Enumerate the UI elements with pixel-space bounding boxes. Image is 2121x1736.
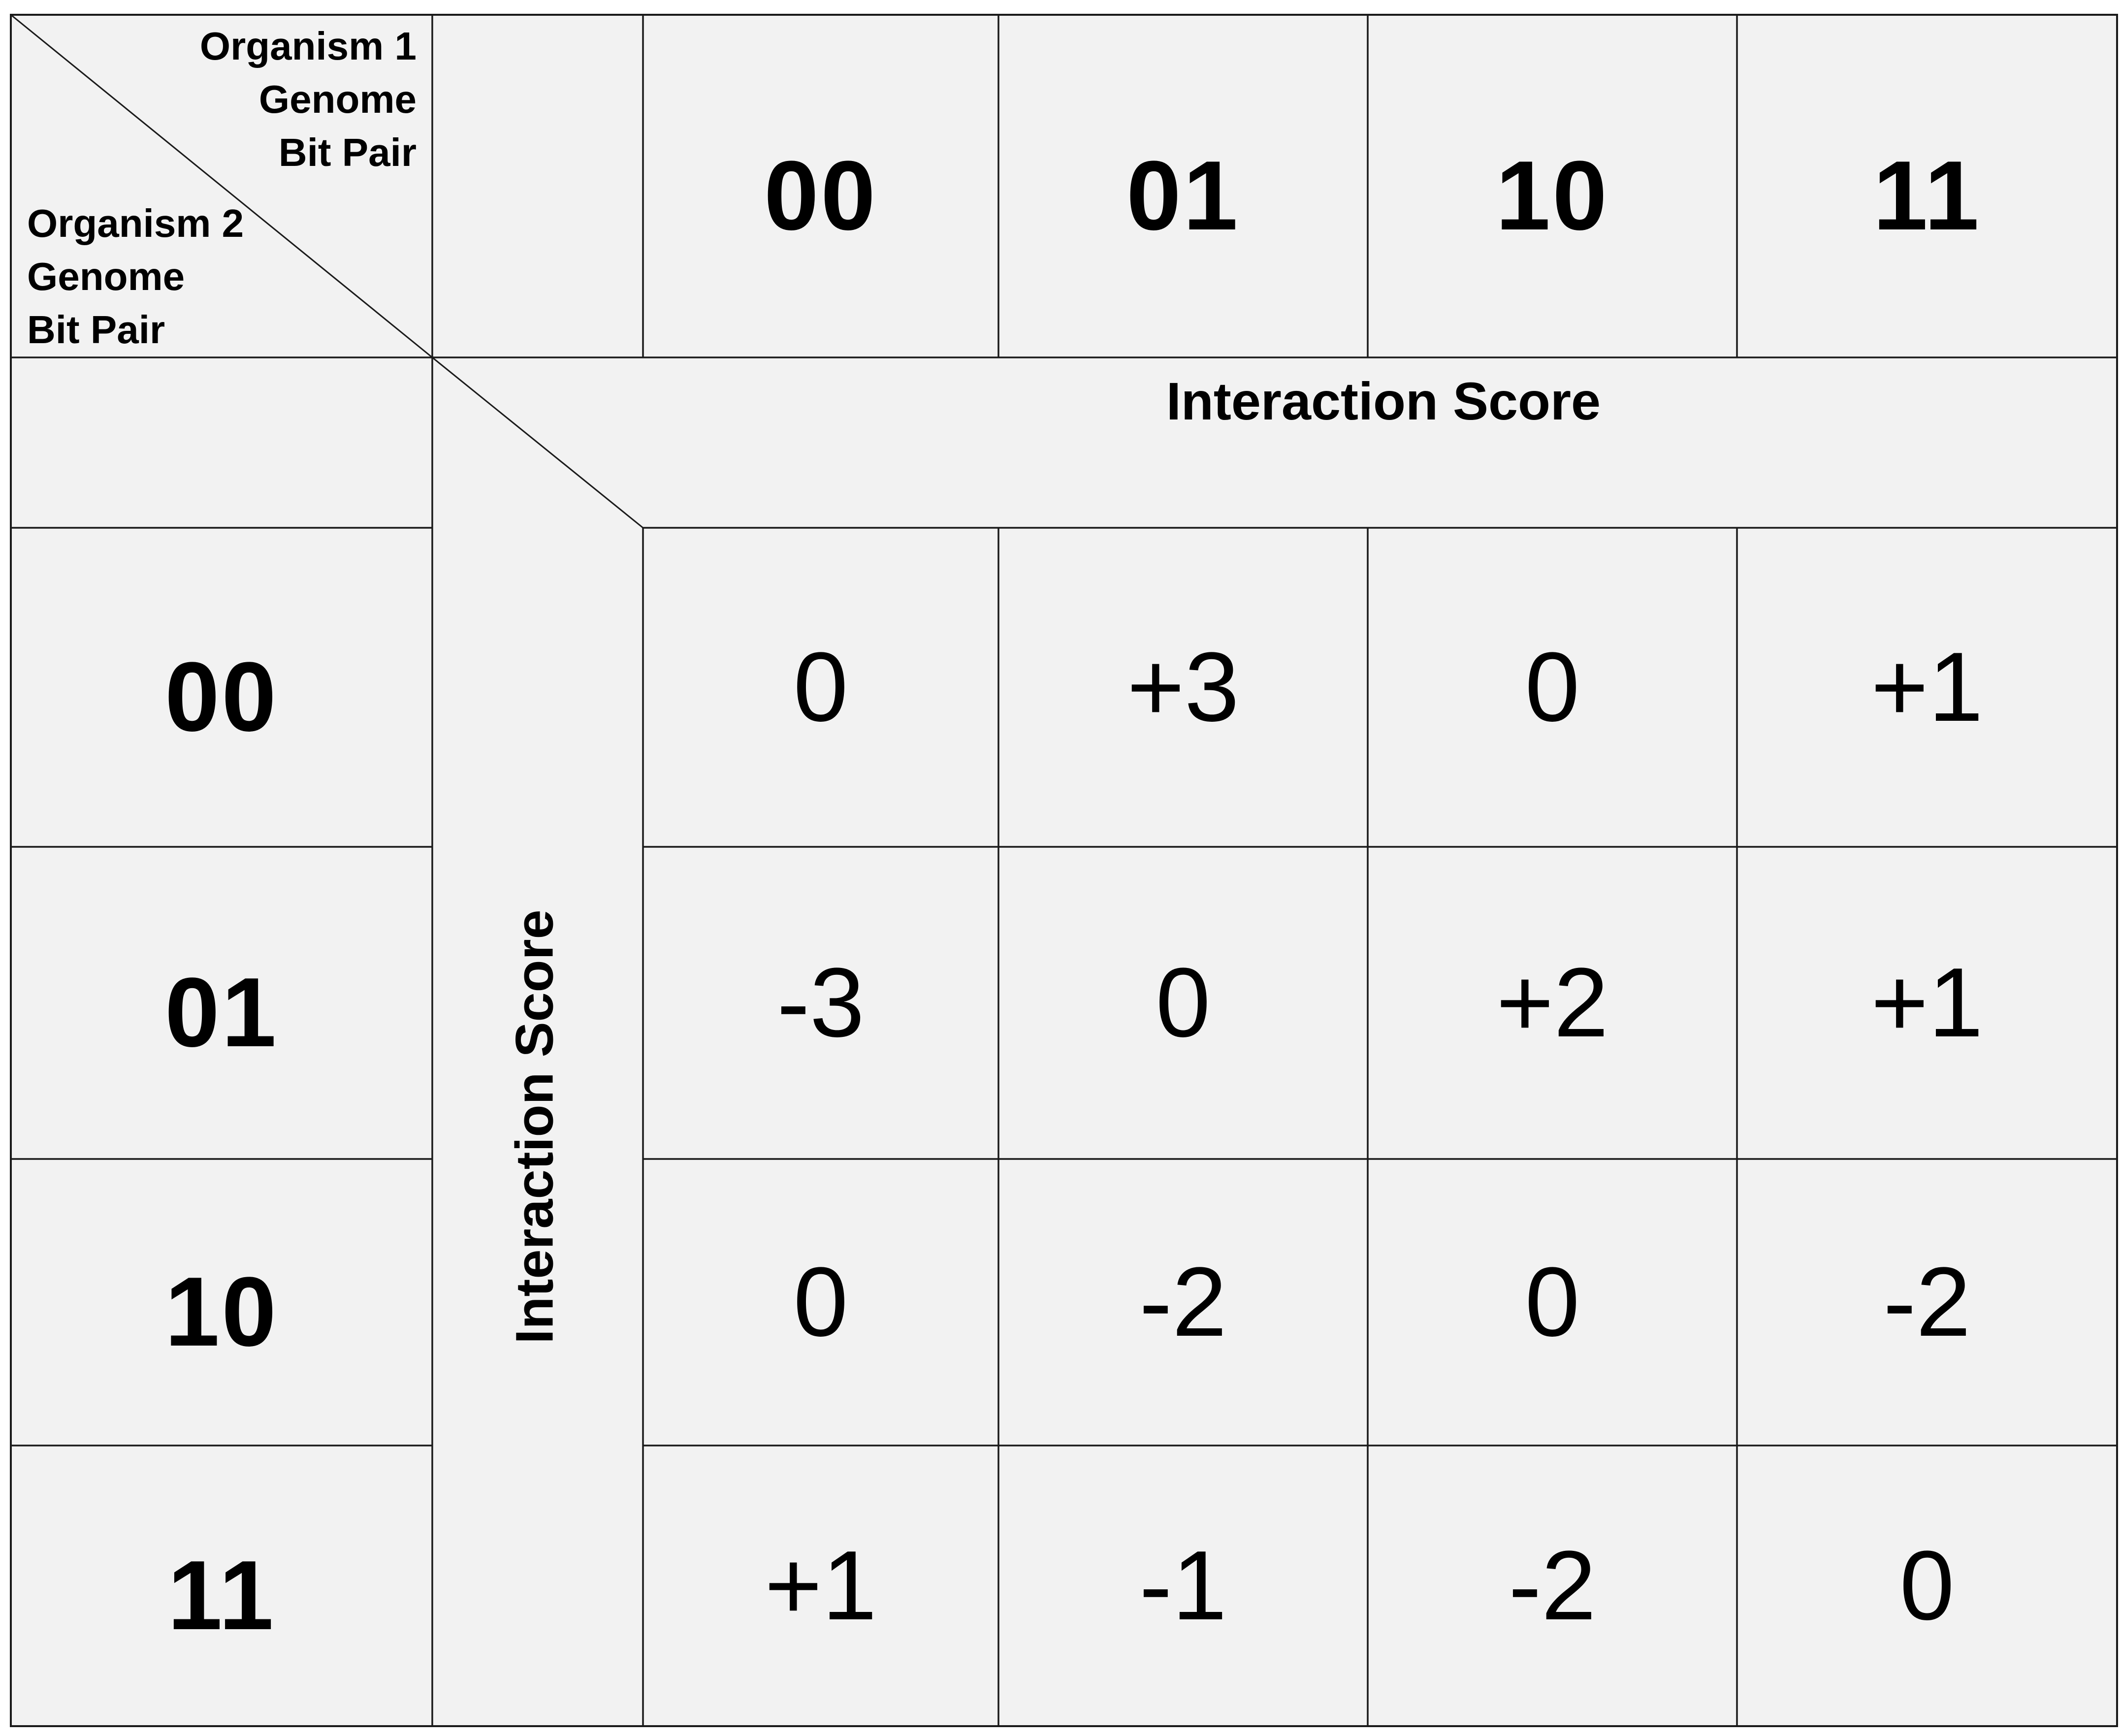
column-header-11: 11 bbox=[1873, 141, 1981, 251]
score-cell: 0 bbox=[1525, 632, 1580, 742]
score-cell: 0 bbox=[793, 632, 848, 742]
corner-label-organism-1: Organism 1 Genome Bit Pair bbox=[199, 24, 417, 174]
left-axis-label: Interaction Score bbox=[428, 526, 640, 1727]
score-cell: +1 bbox=[1870, 632, 1984, 742]
score-cell: +2 bbox=[1496, 948, 1609, 1058]
row-header-10: 10 bbox=[164, 1257, 279, 1367]
outer-border bbox=[10, 14, 2118, 1727]
column-header-00: 00 bbox=[764, 141, 878, 251]
row-header-00: 00 bbox=[164, 642, 279, 752]
score-cell: 0 bbox=[1899, 1531, 1955, 1640]
score-cell: 0 bbox=[1156, 948, 1211, 1058]
score-cell: -3 bbox=[777, 948, 865, 1058]
score-cell: +1 bbox=[764, 1531, 877, 1640]
row-header-01: 01 bbox=[164, 958, 279, 1067]
score-cell: -2 bbox=[1509, 1531, 1596, 1640]
top-axis-label: Interaction Score bbox=[1166, 371, 1601, 431]
score-cell: 0 bbox=[793, 1247, 848, 1357]
row-header-11: 11 bbox=[167, 1541, 276, 1650]
score-cell: -2 bbox=[1139, 1247, 1227, 1357]
corner-diagonal bbox=[10, 14, 433, 358]
axis-diagonal bbox=[432, 356, 643, 529]
column-header-01: 01 bbox=[1126, 141, 1240, 251]
column-header-10: 10 bbox=[1495, 141, 1609, 251]
score-cell: 0 bbox=[1525, 1247, 1580, 1357]
score-cell: +1 bbox=[1870, 948, 1984, 1058]
score-cell: -1 bbox=[1139, 1531, 1227, 1640]
left-axis-label-text: Interaction Score bbox=[504, 909, 564, 1344]
corner-label-organism-2: Organism 2 Genome Bit Pair bbox=[27, 201, 244, 352]
score-cell: +3 bbox=[1126, 632, 1240, 742]
score-cell: -2 bbox=[1883, 1247, 1971, 1357]
